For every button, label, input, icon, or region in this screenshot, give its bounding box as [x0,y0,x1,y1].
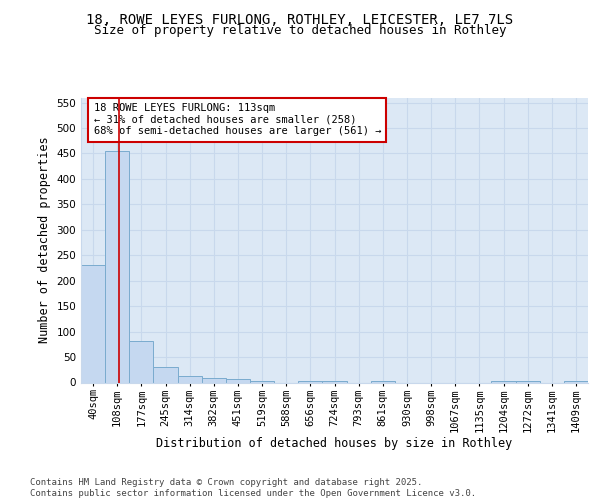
Bar [226,379,250,382]
Bar [178,376,202,382]
Bar [129,341,154,382]
Bar [564,381,588,382]
X-axis label: Distribution of detached houses by size in Rothley: Distribution of detached houses by size … [157,438,512,450]
Y-axis label: Number of detached properties: Number of detached properties [38,136,51,344]
Bar [81,266,105,382]
Bar [154,367,178,382]
Text: 18, ROWE LEYES FURLONG, ROTHLEY, LEICESTER, LE7 7LS: 18, ROWE LEYES FURLONG, ROTHLEY, LEICEST… [86,12,514,26]
Text: 18 ROWE LEYES FURLONG: 113sqm
← 31% of detached houses are smaller (258)
68% of : 18 ROWE LEYES FURLONG: 113sqm ← 31% of d… [94,103,381,136]
Bar [491,381,515,382]
Bar [250,381,274,382]
Bar [105,151,129,382]
Bar [371,381,395,382]
Bar [515,381,540,382]
Bar [298,381,322,382]
Bar [202,378,226,382]
Text: Size of property relative to detached houses in Rothley: Size of property relative to detached ho… [94,24,506,37]
Bar [322,381,347,382]
Text: Contains HM Land Registry data © Crown copyright and database right 2025.
Contai: Contains HM Land Registry data © Crown c… [30,478,476,498]
